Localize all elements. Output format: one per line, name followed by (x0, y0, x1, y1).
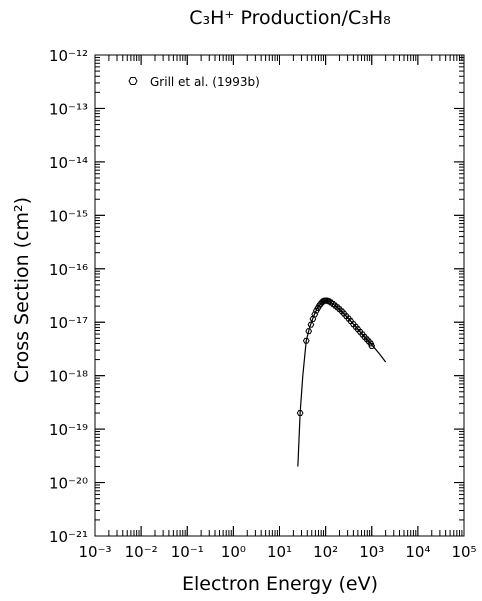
y-tick-label: 10⁻¹⁴ (49, 154, 88, 172)
fit-curve-line (297, 299, 387, 467)
data-point (305, 328, 313, 335)
x-tick-label: 10⁰ (221, 543, 246, 561)
data-point (334, 304, 341, 311)
y-tick-label: 10⁻²¹ (49, 528, 88, 546)
axis-ticks (94, 54, 465, 537)
x-tick-label: 10⁵ (451, 543, 476, 561)
x-tick-label: 10⁻² (125, 543, 158, 561)
data-point (307, 321, 315, 328)
data-marks (296, 297, 387, 467)
x-axis-label: Electron Energy (eV) (182, 573, 378, 595)
data-point (361, 334, 368, 340)
x-tick-label: 10⁴ (405, 543, 430, 561)
data-point (342, 313, 350, 320)
y-tick-label: 10⁻¹⁷ (49, 314, 88, 332)
legend-marker (128, 77, 138, 85)
data-point (329, 301, 337, 307)
data-point (336, 306, 343, 313)
chart-title: C₃H⁺ Production/C₃H₈ (189, 7, 391, 29)
y-tick-label: 10⁻¹⁵ (49, 207, 88, 225)
y-tick-label: 10⁻²⁰ (49, 475, 88, 493)
y-tick-label: 10⁻¹² (49, 47, 88, 65)
x-tick-label: 10¹ (267, 543, 292, 561)
axis-tick-labels: 10⁻³ 10⁻² 10⁻¹ 10⁰ 10¹ 10² 10³ 10⁴ 10⁵ 10⁻²¹ 10⁻²⁰… (49, 47, 477, 561)
data-point (302, 337, 310, 344)
data-point (296, 410, 304, 416)
legend-label: Grill et al. (1993b) (150, 75, 260, 89)
x-tick-label: 10³ (359, 543, 384, 561)
y-tick-label: 10⁻¹⁸ (49, 368, 88, 386)
data-point (331, 302, 339, 309)
y-axis-label: Cross Section (cm²) (11, 197, 33, 383)
x-tick-label: 10⁻¹ (171, 543, 204, 561)
x-tick-label: 10² (313, 543, 338, 561)
legend: Grill et al. (1993b) (128, 75, 260, 89)
x-tick-label: 10⁻³ (78, 543, 111, 561)
y-tick-label: 10⁻¹³ (49, 100, 88, 118)
y-tick-label: 10⁻¹⁹ (49, 421, 88, 439)
y-tick-label: 10⁻¹⁶ (49, 261, 88, 279)
data-point (368, 343, 376, 349)
plot-frame (94, 54, 465, 537)
